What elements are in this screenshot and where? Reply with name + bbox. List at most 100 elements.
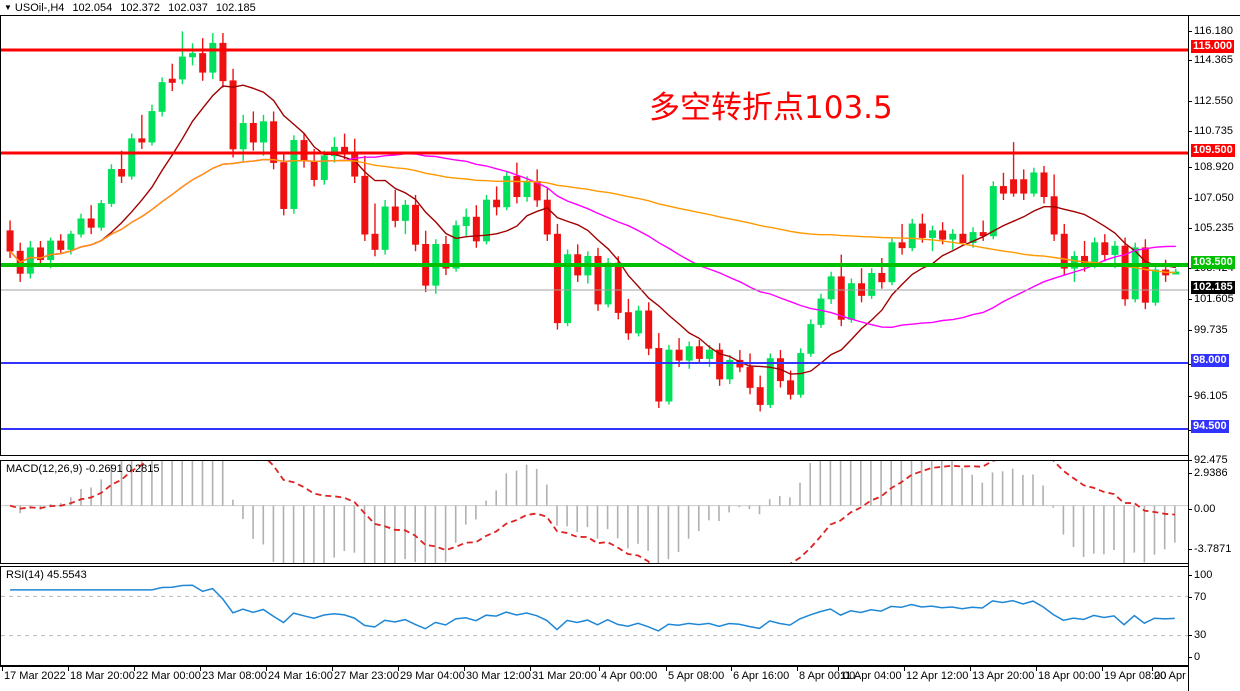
candle-body [655,347,663,402]
tick-mark [1188,198,1192,199]
candle-body [989,186,997,237]
price-tag[interactable]: 98.000 [1191,354,1229,367]
time-tick-mark [398,667,399,671]
time-tick-label: 5 Apr 08:00 [668,670,725,682]
time-tick-mark [266,667,267,671]
moving-average-ma-fast [9,84,1176,375]
time-tick-mark [332,667,333,671]
candle-body [391,206,399,221]
candle-body [898,242,906,249]
time-tick-label: 19 Apr 08:00 [1104,670,1167,682]
rsi-series [1,584,1188,637]
tick-mark [1188,228,1192,229]
axis-tick: 108.920 [1188,162,1234,173]
time-tick-label: 29 Mar 04:00 [400,670,465,682]
time-tick-label: 17 Mar 2022 [4,670,66,682]
tick-mark [1188,473,1192,474]
time-tick-label: 18 Mar 20:00 [70,670,135,682]
time-tick-label: 30 Mar 12:00 [466,670,531,682]
time-tick-label: 23 Mar 08:00 [202,670,267,682]
axis-tick: 107.050 [1188,193,1234,204]
time-tick-label: 13 Apr 20:00 [972,670,1035,682]
candle-body [330,146,338,157]
candle-body [979,232,987,237]
axis-tick: 110.735 [1188,126,1233,137]
macd-series [1,461,1188,563]
axis-tick: 96.105 [1188,391,1228,402]
price-chart-panel[interactable]: 多空转折点103.5 [0,16,1189,456]
candle-body [442,244,450,269]
ohlc-close: 102.185 [215,1,256,14]
tick-mark [1188,460,1192,461]
candle-body [543,199,551,235]
price-tag[interactable]: 102.185 [1191,281,1235,294]
rsi-plot-area [1,567,1189,665]
macd-indicator-panel[interactable]: MACD(12,26,9) -0.2691 0.2815 [0,460,1189,564]
tick-label: 70 [1194,591,1207,603]
candle-body [401,204,409,221]
candle-body [675,349,683,361]
candle-body [493,199,501,208]
candle-body [138,138,146,143]
candlestick-series [6,31,1180,412]
candle-body [87,218,95,228]
price-scale-axis[interactable]: 116.180 114.365 112.550 110.735 108.920 107.0… [1188,16,1240,691]
time-tick-mark [1036,667,1037,671]
ohlc-high: 102.372 [120,1,161,14]
time-tick-label: 8 Apr 00:00 [799,670,856,682]
candle-body [827,276,835,300]
rsi-indicator-panel[interactable]: RSI(14) 45.5543 [0,566,1189,666]
candle-body [959,233,967,244]
candle-body [716,349,724,380]
time-tick-label: 31 Mar 20:00 [532,670,597,682]
candle-body [6,230,14,252]
macd-label: MACD(12,26,9) -0.2691 0.2815 [6,463,160,475]
level-lines [1,48,1189,430]
time-tick-label: 24 Mar 16:00 [268,670,333,682]
candle-body [229,80,237,150]
time-tick-label: 18 Apr 00:00 [1038,670,1101,682]
price-tag[interactable]: 109.500 [1191,144,1235,157]
candle-body [888,242,896,283]
chart-titlebar: ▼ USOil-,H4 102.054 102.372 102.037 102.… [0,0,1240,16]
candle-body [168,78,176,83]
candle-body [513,175,521,198]
time-tick-mark [1102,667,1103,671]
candle-body [868,272,876,296]
caret-down-icon[interactable]: ▼ [4,2,12,12]
tick-mark [1188,396,1192,397]
tick-mark [1188,430,1192,431]
candle-body [107,169,115,204]
time-tick-label: 11 Apr 04:00 [840,670,902,682]
tick-mark [1188,330,1192,331]
time-tick-label: 4 Apr 00:00 [601,670,658,682]
tick-mark [1188,60,1192,61]
candle-body [746,366,754,388]
candle-body [249,123,257,143]
candle-body [503,175,511,208]
tick-mark [1188,131,1192,132]
time-tick-mark [200,667,201,671]
price-tag[interactable]: 115.000 [1191,40,1235,53]
tick-label: 0.00 [1194,503,1216,515]
candle-body [199,53,207,73]
price-tag[interactable]: 103.500 [1191,256,1235,269]
candle-body [553,233,561,324]
price-plot-area [1,16,1189,455]
candle-body [1030,172,1038,194]
price-axis-line [1188,16,1189,691]
axis-tick: 92.475 [1188,455,1228,466]
time-scale-axis[interactable]: 17 Mar 2022 18 Mar 20:00 22 Mar 00:00 23 Ma… [0,666,1216,691]
time-tick-label: 6 Apr 16:00 [733,670,790,682]
candle-body [564,254,572,324]
candle-body [148,111,156,143]
time-tick-mark [464,667,465,671]
tick-label: 112.550 [1194,95,1233,107]
candle-body [118,169,126,177]
tick-mark [1188,549,1192,550]
tick-label: 96.105 [1194,390,1228,402]
time-tick-mark [68,667,69,671]
price-tag[interactable]: 94.500 [1191,420,1229,433]
time-tick-mark [666,667,667,671]
tick-label: 99.735 [1194,324,1228,336]
